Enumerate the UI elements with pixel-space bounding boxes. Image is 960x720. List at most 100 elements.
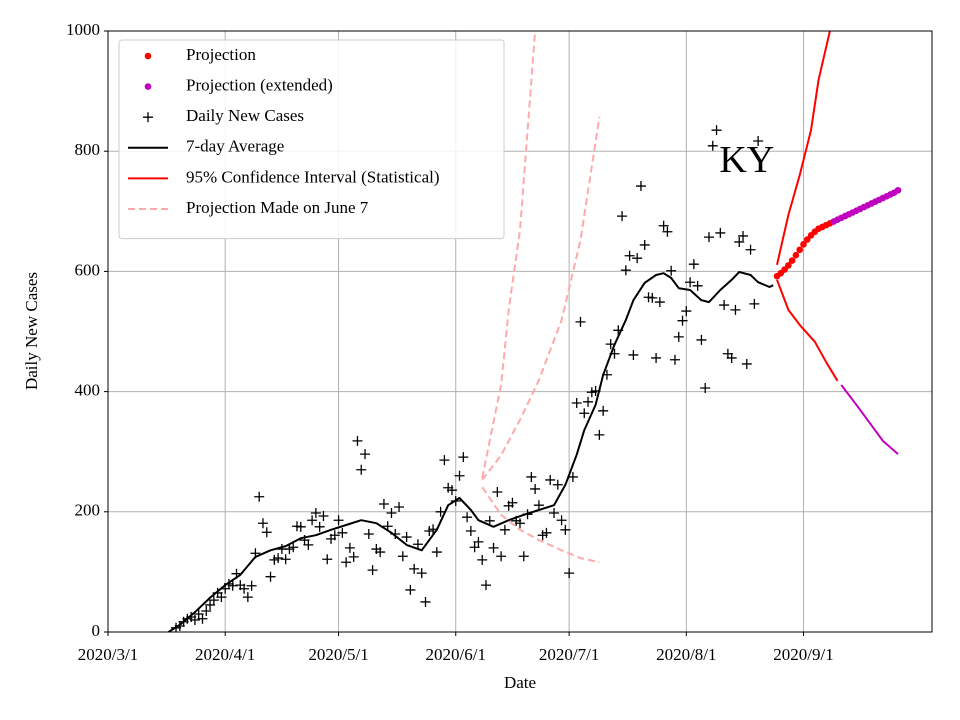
plus-marker (635, 181, 646, 192)
dot-marker (788, 257, 796, 264)
plus-marker (730, 304, 741, 315)
series-line (481, 116, 601, 481)
plus-marker (303, 539, 314, 550)
plus-marker (446, 485, 457, 496)
axes-frame (107, 30, 933, 633)
y-tick-label: 600 (75, 260, 101, 279)
plus-marker (341, 557, 352, 568)
plus-marker (753, 135, 764, 146)
dot-marker (144, 83, 152, 90)
plus-marker (624, 250, 635, 261)
series-line (481, 31, 537, 479)
plus-marker (738, 230, 749, 241)
plus-marker (473, 536, 484, 547)
plus-marker (700, 382, 711, 393)
plus-marker (208, 595, 219, 606)
plus-marker (628, 349, 639, 360)
plus-marker (477, 554, 488, 565)
legend-label: 7-day Average (186, 137, 284, 156)
y-tick-label: 800 (75, 140, 101, 159)
x-tick-label: 2020/9/1 (773, 645, 833, 664)
plus-marker (246, 580, 257, 591)
plus-marker (745, 244, 756, 255)
plus-marker (703, 232, 714, 243)
plus-marker (257, 518, 268, 529)
plus-marker (575, 316, 586, 327)
plus-marker (564, 568, 575, 579)
plus-marker (639, 239, 650, 250)
plus-marker (367, 565, 378, 576)
plus-marker (314, 521, 325, 532)
plus-marker (579, 408, 590, 419)
plus-marker (356, 464, 367, 475)
dot-marker (803, 236, 811, 243)
plus-marker (507, 497, 518, 508)
legend-label: Projection (extended) (186, 76, 333, 95)
x-tick-label: 2020/5/1 (308, 645, 368, 664)
plus-marker (707, 140, 718, 151)
plus-marker (344, 542, 355, 553)
plus-marker (386, 508, 397, 519)
dot-marker (785, 262, 792, 269)
x-tick-label: 2020/7/1 (539, 645, 599, 664)
plus-marker (711, 125, 722, 136)
plus-marker (620, 265, 631, 276)
plus-marker (496, 551, 507, 562)
plus-marker (658, 220, 669, 231)
plus-marker (454, 470, 465, 481)
plus-marker (412, 539, 423, 550)
plus-marker (318, 511, 329, 522)
plus-marker (462, 512, 473, 523)
series-line (167, 271, 774, 632)
dot-marker (792, 251, 800, 259)
x-tick-label: 2020/3/1 (78, 645, 138, 664)
plus-marker (515, 518, 525, 529)
plus-marker (715, 227, 726, 238)
plus-marker (647, 292, 658, 303)
plus-marker (405, 584, 416, 595)
plus-marker (571, 398, 582, 409)
plus-marker (394, 501, 405, 512)
plus-marker (692, 280, 703, 291)
plus-marker (295, 521, 306, 532)
plus-marker (322, 554, 333, 565)
dot-marker (796, 246, 804, 254)
plus-marker (654, 297, 665, 308)
y-axis-label: Daily New Cases (22, 272, 41, 390)
plus-marker (552, 479, 563, 490)
plus-marker (416, 568, 427, 579)
plus-marker (280, 554, 291, 565)
plus-marker (465, 526, 476, 537)
plus-marker (265, 571, 276, 582)
plus-marker (567, 471, 578, 482)
dot-marker (144, 52, 152, 60)
plus-marker (352, 435, 363, 446)
x-tick-label: 2020/8/1 (656, 645, 716, 664)
series-line (776, 31, 831, 266)
dot-marker (800, 241, 807, 248)
plus-marker (741, 358, 752, 369)
plus-marker (662, 226, 673, 237)
plus-marker (197, 613, 208, 624)
plus-marker (594, 429, 605, 440)
series-line (840, 384, 899, 455)
plus-marker (458, 452, 469, 463)
plus-marker (409, 563, 420, 574)
y-tick-label: 400 (75, 381, 101, 400)
series-line (481, 486, 600, 564)
plus-marker (143, 112, 153, 123)
plus-marker (310, 508, 321, 519)
plus-marker (348, 551, 359, 562)
plus-marker (469, 542, 480, 553)
plus-marker (499, 524, 510, 535)
plus-marker (480, 580, 491, 591)
dot-marker (894, 186, 902, 194)
plus-marker (337, 527, 348, 538)
y-tick-label: 1000 (66, 20, 100, 39)
plus-marker (420, 596, 431, 607)
plus-marker (378, 498, 389, 509)
y-tick-label: 0 (92, 621, 101, 640)
plus-marker (439, 455, 450, 466)
plus-marker (556, 515, 567, 526)
